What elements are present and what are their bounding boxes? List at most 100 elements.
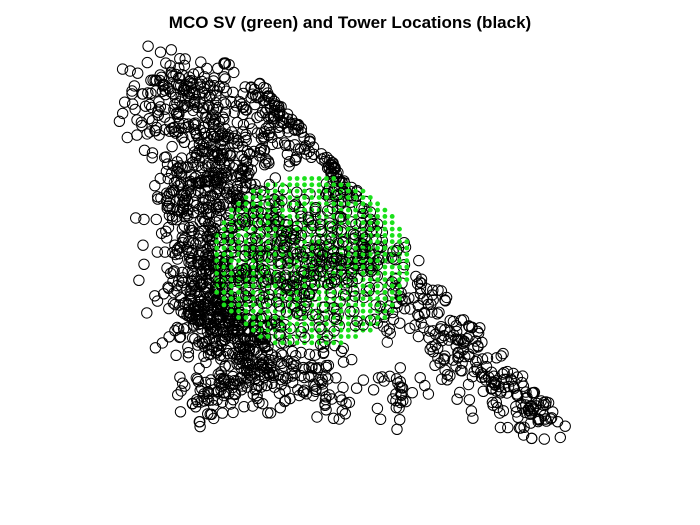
sv-point <box>397 233 402 238</box>
sv-point <box>375 220 380 226</box>
sv-point <box>250 258 256 264</box>
sv-point <box>228 251 234 257</box>
sv-point <box>236 296 242 301</box>
tower-point <box>538 396 550 409</box>
tower-point <box>151 246 164 258</box>
tower-point <box>433 306 445 318</box>
sv-point <box>360 220 366 226</box>
tower-point <box>462 378 475 391</box>
tower-point <box>524 408 536 420</box>
tower-point <box>170 127 182 139</box>
sv-point <box>324 182 329 188</box>
sv-point <box>236 207 242 213</box>
tower-point <box>159 246 171 258</box>
tower-point <box>185 82 198 94</box>
tower-point <box>319 301 331 313</box>
tower-point <box>244 365 256 377</box>
tower-point <box>329 339 341 352</box>
tower-point <box>226 347 239 360</box>
tower-point <box>305 370 317 382</box>
sv-point <box>338 270 344 276</box>
tower-point <box>517 429 530 441</box>
tower-point <box>171 107 183 119</box>
sv-point <box>360 201 366 207</box>
tower-point <box>454 386 466 399</box>
tower-point <box>247 400 259 412</box>
tower-point <box>151 295 164 307</box>
sv-point <box>309 245 315 251</box>
tower-point <box>168 121 180 134</box>
tower-point <box>224 150 237 162</box>
sv-point <box>294 188 300 194</box>
tower-point <box>323 238 335 250</box>
tower-point <box>273 126 286 139</box>
tower-point <box>347 233 360 245</box>
sv-point <box>367 195 373 200</box>
tower-point <box>187 177 199 190</box>
tower-point <box>427 294 439 306</box>
tower-point <box>414 276 426 288</box>
sv-point <box>331 327 337 333</box>
tower-point <box>185 257 197 270</box>
sv-point <box>228 264 234 270</box>
sv-point <box>221 289 227 295</box>
sv-point <box>236 201 242 207</box>
sv-point <box>272 340 278 346</box>
sv-point <box>258 207 263 213</box>
sv-point <box>258 308 263 314</box>
tower-point <box>142 87 154 99</box>
tower-point <box>207 103 220 115</box>
sv-point <box>265 308 271 314</box>
tower-point <box>290 231 302 243</box>
sv-point <box>287 334 293 339</box>
tower-point <box>295 346 307 359</box>
tower-point <box>391 423 403 435</box>
tower-point <box>471 325 484 338</box>
sv-point <box>367 302 373 308</box>
tower-point <box>215 366 227 378</box>
sv-point <box>353 334 358 339</box>
tower-point <box>441 369 454 381</box>
sv-point <box>221 239 227 245</box>
sv-point <box>331 289 337 295</box>
tower-point <box>174 406 187 418</box>
sv-point <box>389 258 395 264</box>
sv-point <box>236 245 242 251</box>
sv-point <box>360 289 366 295</box>
sv-point <box>367 277 373 282</box>
tower-point <box>263 368 276 380</box>
tower-point <box>206 326 218 338</box>
tower-point <box>194 215 207 228</box>
sv-point <box>367 308 373 314</box>
sv-point <box>243 233 249 238</box>
tower-point <box>206 233 219 245</box>
tower-point <box>404 322 416 334</box>
sv-point <box>375 226 380 232</box>
sv-point <box>389 302 395 308</box>
sv-point <box>338 220 344 226</box>
sv-point <box>375 201 380 207</box>
sv-point <box>214 251 220 257</box>
sv-point <box>221 220 227 226</box>
sv-point <box>221 226 227 232</box>
sv-point <box>309 195 315 200</box>
tower-point <box>327 412 340 424</box>
tower-point <box>359 241 371 253</box>
tower-point <box>186 398 199 410</box>
sv-point <box>367 289 373 295</box>
tower-point <box>494 407 506 419</box>
tower-point <box>474 322 486 334</box>
sv-point <box>324 195 329 200</box>
tower-point <box>200 335 213 347</box>
tower-point <box>383 323 396 335</box>
tower-point <box>505 373 517 385</box>
tower-point <box>174 331 187 343</box>
mco-sv-series <box>199 144 410 402</box>
tower-point <box>171 204 183 216</box>
tower-point <box>245 178 257 191</box>
sv-point <box>250 245 256 251</box>
tower-point <box>539 413 551 425</box>
sv-point <box>389 277 395 282</box>
tower-point <box>152 106 164 118</box>
